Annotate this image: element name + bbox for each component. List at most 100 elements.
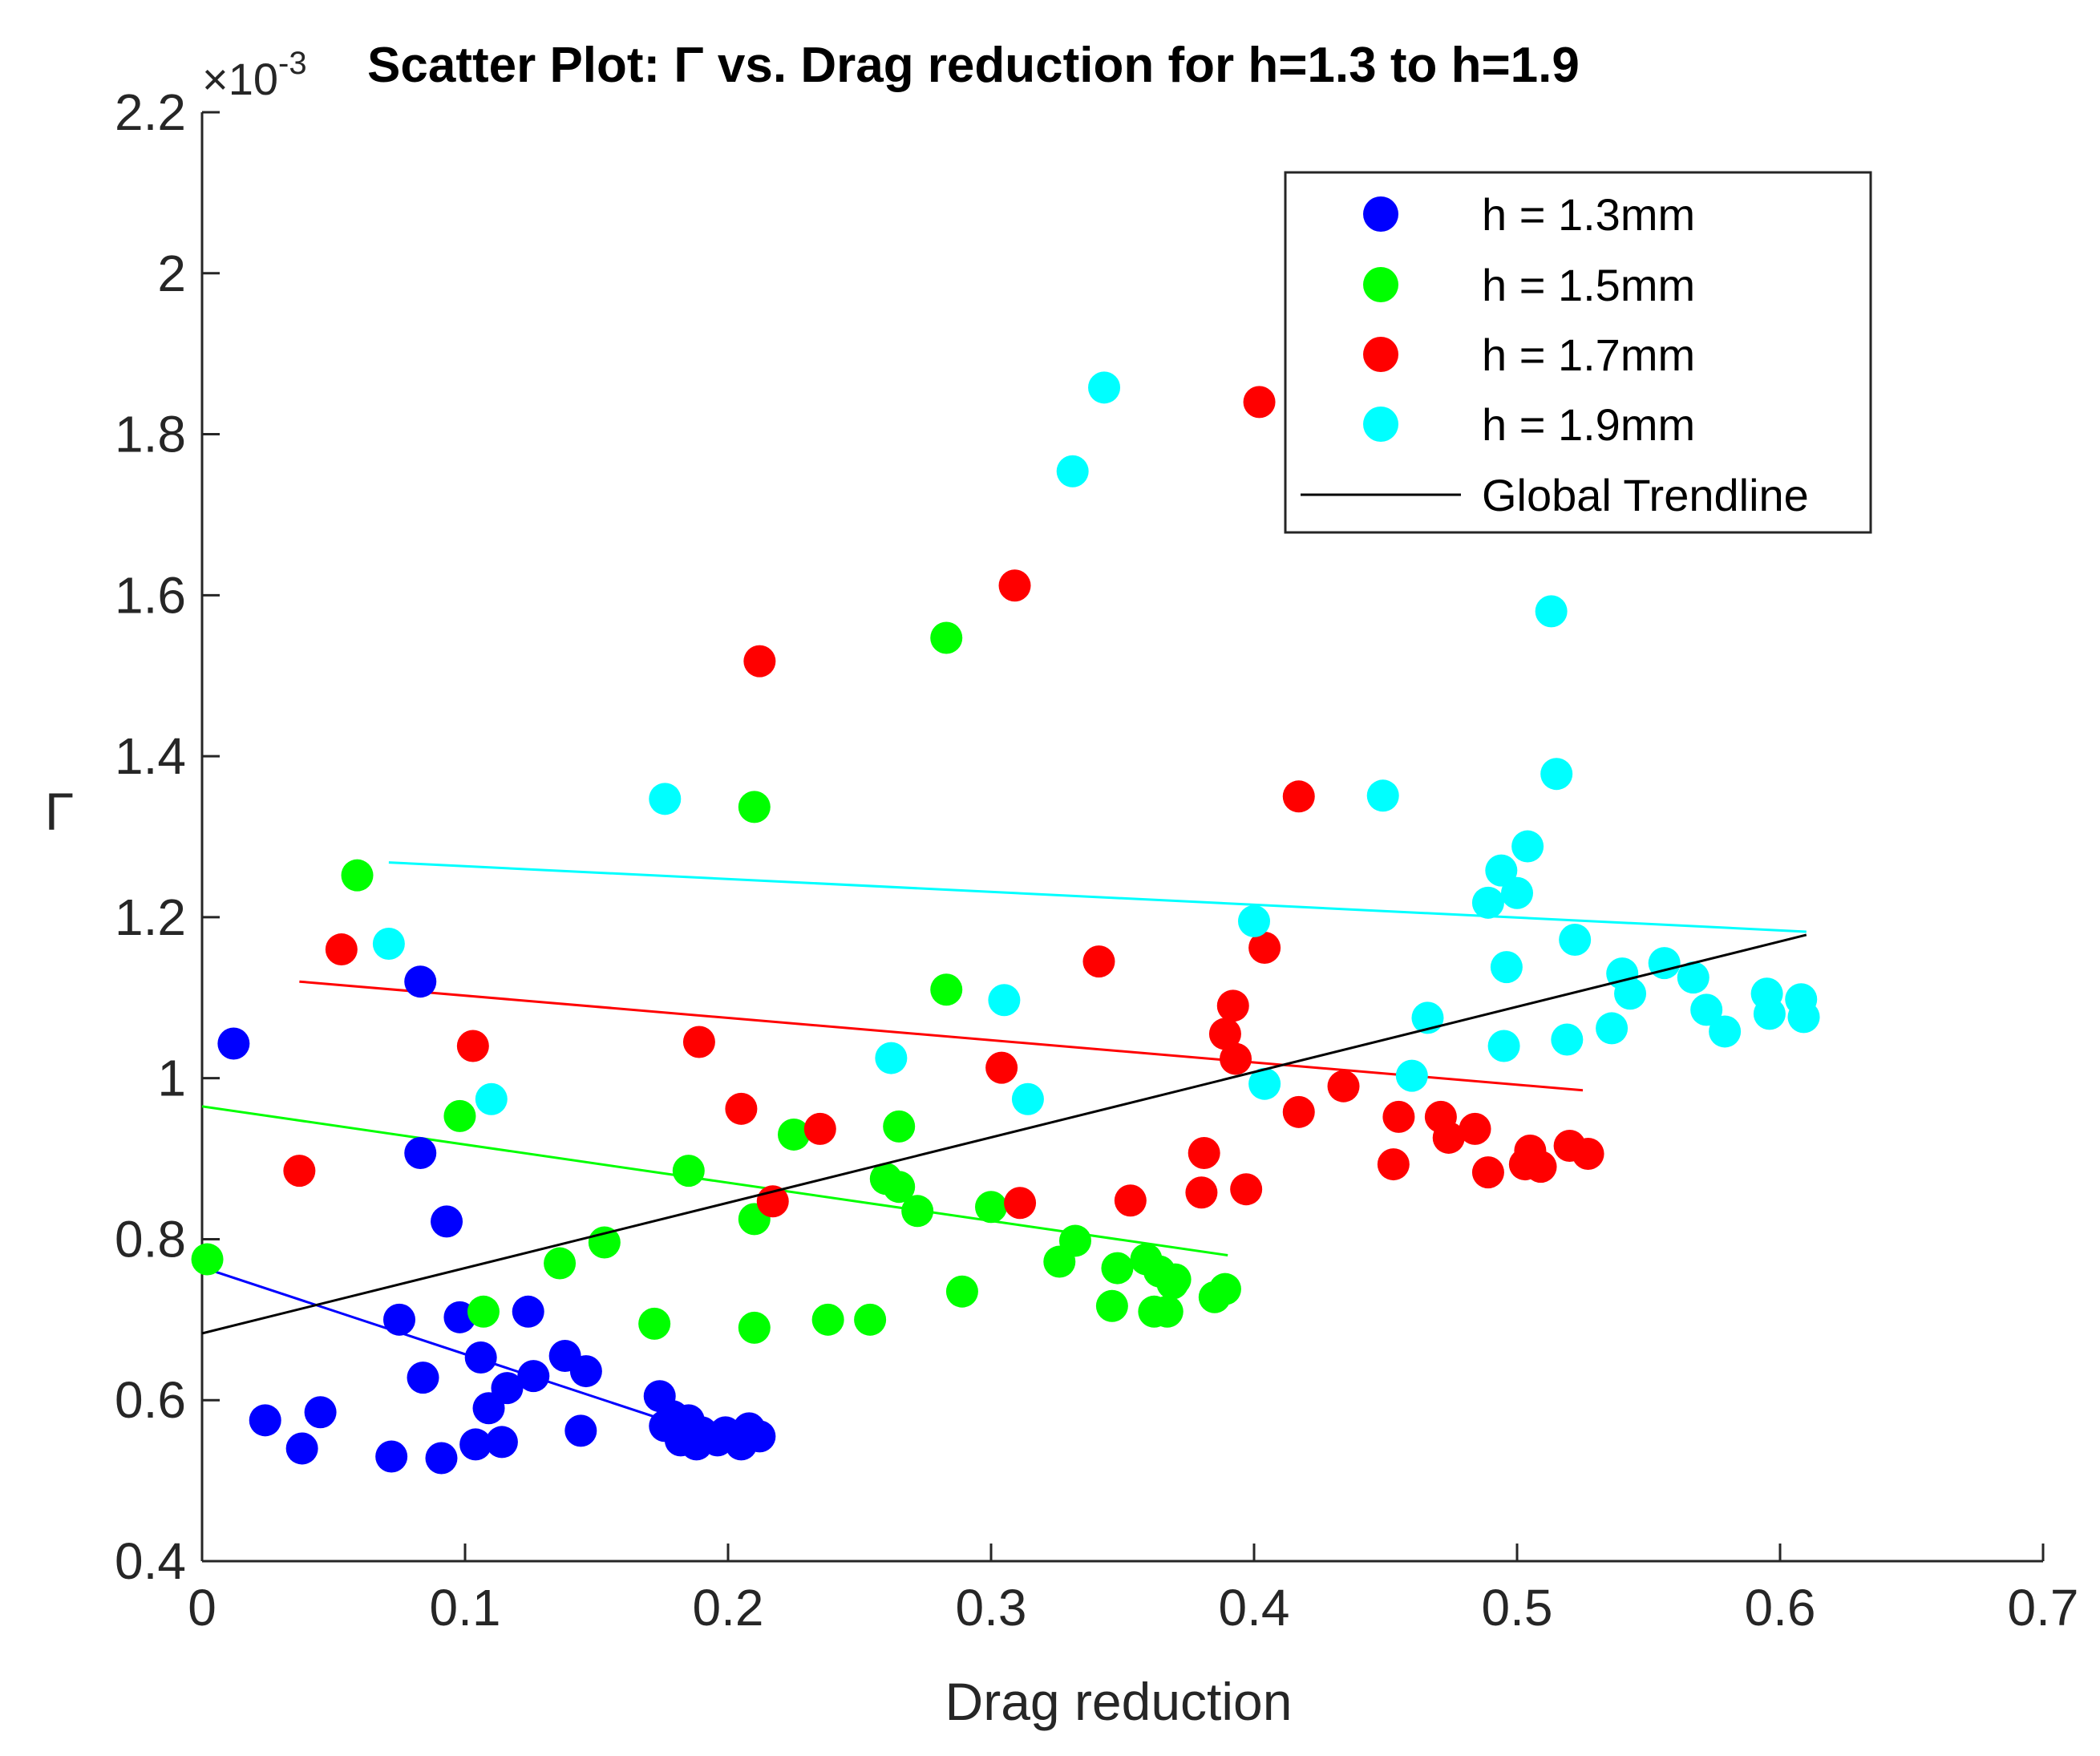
- data-point: [1709, 1015, 1742, 1048]
- data-point: [1282, 780, 1315, 813]
- data-point: [564, 1414, 597, 1447]
- legend-label-h19: h = 1.9mm: [1482, 399, 1695, 450]
- x-tick-label: 0.4: [1219, 1579, 1290, 1637]
- data-point: [1432, 1121, 1465, 1154]
- data-point: [1535, 595, 1568, 628]
- y-tick-label: 1.2: [115, 888, 186, 946]
- x-tick-label: 0.6: [1745, 1579, 1816, 1637]
- trendline-series-1: [201, 1105, 1228, 1257]
- data-point: [1282, 1095, 1315, 1128]
- y-tick-label: 0.8: [115, 1210, 186, 1268]
- data-point: [883, 1110, 916, 1143]
- x-tick-label: 0.2: [693, 1579, 764, 1637]
- data-point: [1382, 1100, 1415, 1133]
- data-point: [738, 1311, 771, 1344]
- x-tick-label: 0.7: [2008, 1579, 2079, 1637]
- data-point: [404, 1137, 437, 1170]
- data-point: [672, 1155, 705, 1188]
- legend-marker-h13: [1363, 196, 1398, 232]
- y-tick-label: 2.2: [115, 83, 186, 141]
- data-point: [383, 1303, 415, 1336]
- data-point: [1524, 1151, 1557, 1183]
- data-point: [778, 1118, 810, 1151]
- trendline-series-0: [201, 1266, 702, 1434]
- data-point: [1485, 854, 1518, 887]
- data-point: [467, 1295, 500, 1328]
- data-point: [1487, 1030, 1520, 1062]
- data-point: [283, 1155, 316, 1188]
- data-point: [1216, 989, 1249, 1022]
- data-point: [1395, 1059, 1428, 1092]
- data-point: [1159, 1263, 1192, 1296]
- data-point: [1188, 1137, 1220, 1170]
- legend-label-global: Global Trendline: [1482, 470, 1809, 520]
- data-point: [1327, 1070, 1360, 1103]
- data-point: [975, 1191, 1007, 1224]
- x-tick-label: 0.1: [430, 1579, 501, 1637]
- data-point: [341, 859, 374, 892]
- data-point: [1088, 371, 1121, 404]
- data-point: [743, 1420, 776, 1453]
- x-axis-label: Drag reduction: [945, 1672, 1293, 1731]
- data-point: [649, 783, 682, 815]
- chart-title: Scatter Plot: Γ vs. Drag reduction for h…: [367, 38, 1580, 93]
- data-point: [1572, 1138, 1604, 1171]
- data-point: [491, 1372, 524, 1405]
- data-point: [725, 1092, 758, 1125]
- global-trendline: [201, 933, 1807, 1335]
- data-point: [811, 1303, 844, 1336]
- data-point: [1501, 876, 1533, 909]
- data-point: [1787, 1001, 1820, 1034]
- data-point: [1471, 886, 1504, 919]
- data-point: [1614, 977, 1647, 1010]
- data-point: [1596, 1012, 1629, 1045]
- data-point: [1243, 386, 1276, 419]
- data-point: [875, 1042, 908, 1074]
- data-point: [1230, 1173, 1263, 1206]
- data-point: [1220, 1042, 1252, 1075]
- legend: h = 1.3mm h = 1.5mm h = 1.7mm h = 1.9mm …: [1284, 171, 1872, 534]
- y-tick-label: 1.8: [115, 406, 186, 463]
- data-point: [1677, 961, 1710, 994]
- data-point: [1248, 1067, 1281, 1100]
- data-point: [425, 1442, 458, 1475]
- data-point: [1471, 1156, 1504, 1189]
- data-point: [1058, 1224, 1091, 1257]
- x-tick-label: 0.5: [1482, 1579, 1553, 1637]
- legend-label-h13: h = 1.3mm: [1482, 189, 1695, 240]
- legend-marker-h19: [1363, 407, 1398, 442]
- data-point: [456, 1030, 489, 1062]
- data-point: [1511, 830, 1544, 863]
- data-point: [743, 645, 776, 678]
- data-point: [569, 1355, 602, 1388]
- data-point: [485, 1426, 518, 1459]
- data-point: [1151, 1295, 1184, 1328]
- data-point: [1559, 923, 1592, 956]
- data-point: [756, 1185, 789, 1218]
- data-point: [1648, 947, 1681, 980]
- data-point: [930, 973, 963, 1006]
- data-point: [1208, 1272, 1241, 1305]
- data-point: [285, 1432, 318, 1465]
- y-tick-label: 1.6: [115, 566, 186, 624]
- data-point: [901, 1195, 934, 1228]
- data-point: [217, 1027, 250, 1060]
- legend-marker-h15: [1363, 267, 1398, 302]
- data-point: [930, 621, 963, 654]
- data-point: [1753, 997, 1786, 1030]
- data-point: [1690, 993, 1723, 1026]
- series-h-1-7mm: [283, 386, 1604, 1220]
- data-point: [1011, 1082, 1044, 1115]
- data-points: [191, 371, 1820, 1475]
- data-point: [988, 984, 1021, 1017]
- data-point: [1248, 932, 1281, 965]
- data-point: [1238, 904, 1270, 937]
- data-point: [985, 1051, 1018, 1084]
- data-point: [1004, 1187, 1037, 1220]
- data-point: [459, 1428, 492, 1461]
- data-point: [1551, 1023, 1584, 1056]
- data-point: [1377, 1148, 1410, 1181]
- data-point: [372, 928, 405, 961]
- axis-scale-factor: ×10-3: [202, 46, 307, 104]
